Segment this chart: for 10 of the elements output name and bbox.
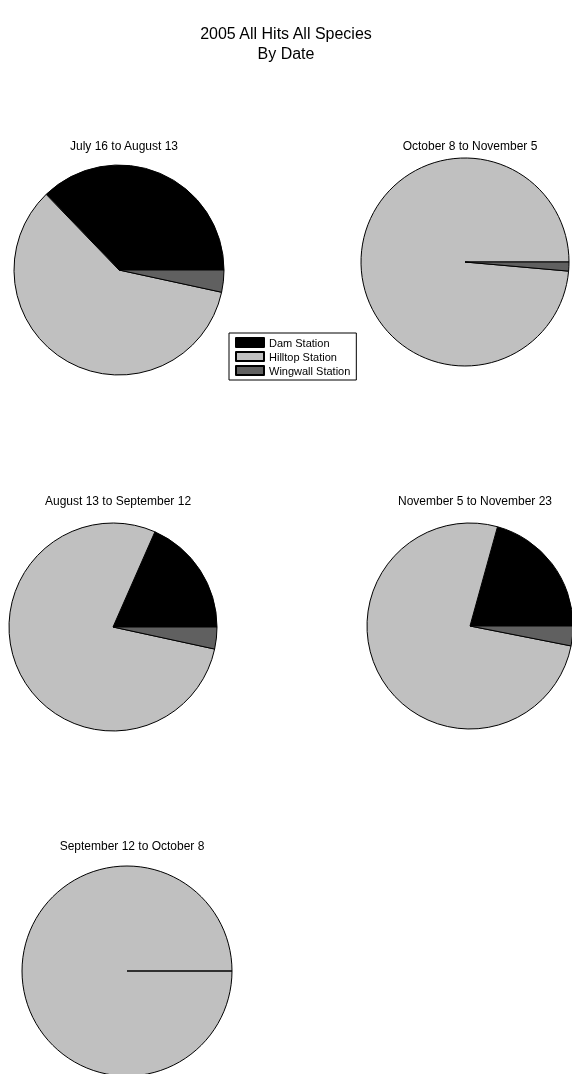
- slice-label: August 13 to September 12: [44, 494, 192, 508]
- legend-label: Hilltop Station: [269, 350, 337, 363]
- slice-label: November 5 to November 23: [397, 494, 553, 508]
- legend-label: Dam Station: [269, 336, 330, 349]
- chart-title: 2005 All Hits All Species: [200, 24, 372, 42]
- slice-label: September 12 to October 8: [59, 839, 205, 853]
- legend-label: Wingwall Station: [269, 364, 351, 377]
- slice-label: July 16 to August 13: [69, 139, 179, 153]
- slice-label: October 8 to November 5: [402, 139, 538, 153]
- chart-subtitle: By Date: [257, 44, 315, 62]
